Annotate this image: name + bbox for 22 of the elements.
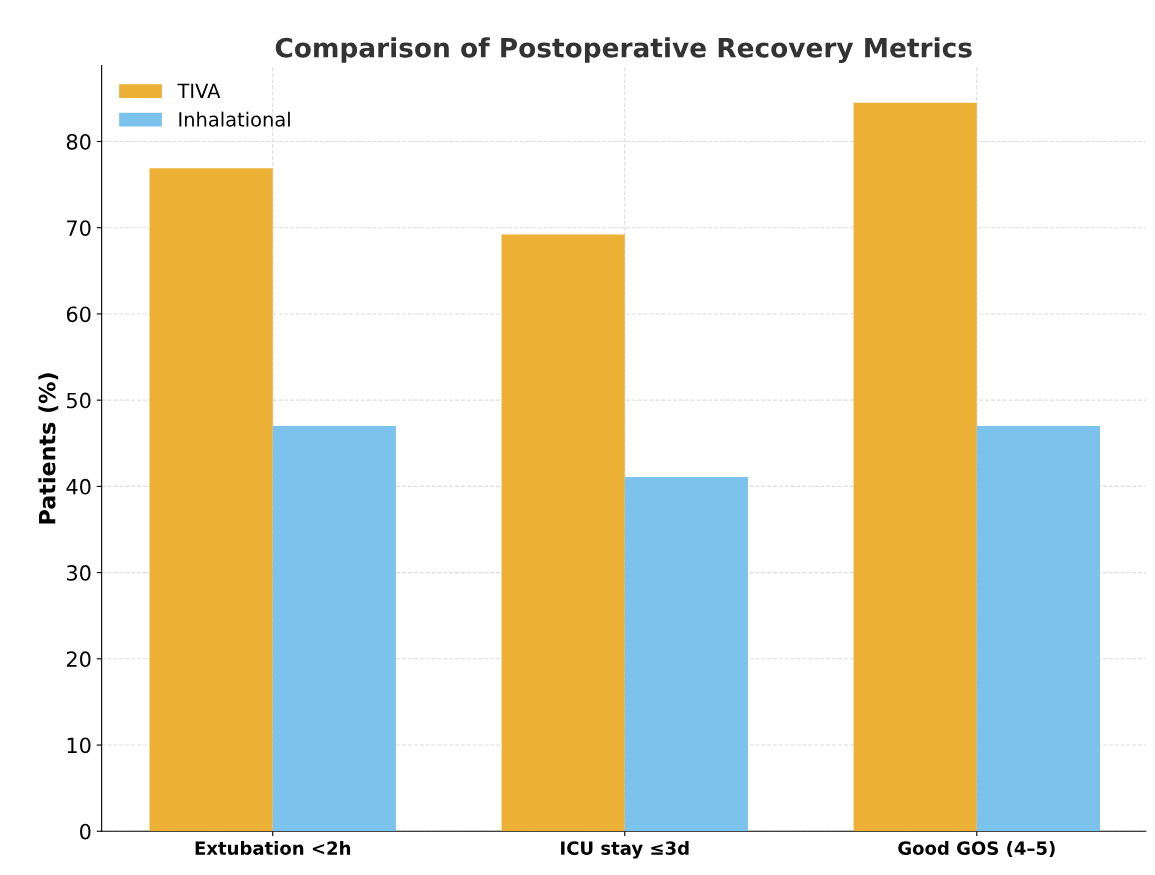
y-tick-label: 10: [67, 737, 91, 754]
bar: [624, 476, 748, 832]
y-tick-label: 50: [67, 392, 91, 409]
bar: [501, 234, 625, 832]
bar: [853, 102, 977, 832]
y-axis-title: Patients (%): [38, 373, 59, 524]
bar: [272, 426, 396, 832]
y-tick-label: 40: [66, 478, 91, 495]
x-tick-label: Good GOS (4–5): [898, 840, 1055, 858]
legend-label: TIVA: [177, 83, 221, 98]
y-tick-label: 0: [80, 823, 91, 840]
y-tick-label: 60: [66, 306, 91, 323]
x-tick-label: Extubation <2h: [195, 840, 351, 855]
legend-label: Inhalational: [179, 111, 290, 127]
y-tick-label: 70: [67, 220, 91, 236]
x-tick-label: ICU stay ≤3d: [561, 840, 689, 859]
bar: [976, 426, 1100, 832]
y-tick-label: 80: [66, 133, 91, 150]
y-tick-label: 30: [67, 565, 91, 581]
chart-title: Comparison of Postoperative Recovery Metrics: [275, 37, 972, 63]
y-tick-label: 20: [66, 651, 91, 668]
bar: [149, 168, 273, 832]
